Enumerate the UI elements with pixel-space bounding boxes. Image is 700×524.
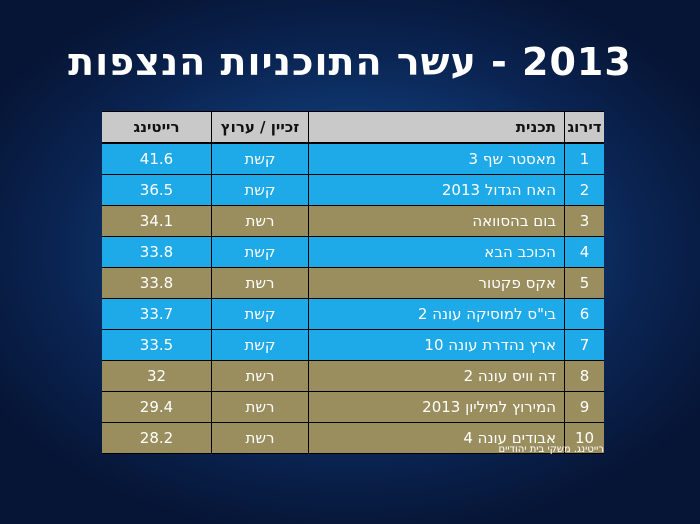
show-cell: בי"ס למוסיקה עונה 2 bbox=[308, 299, 564, 329]
table-row: 10 אבודים עונה 4 רשת 28.2 bbox=[102, 423, 604, 454]
show-cell: האח הגדול 2013 bbox=[308, 175, 564, 205]
show-cell: דה וויס עונה 2 bbox=[308, 361, 564, 391]
table-row: 8 דה וויס עונה 2 רשת 32 bbox=[102, 361, 604, 392]
header-channel: זכיין / ערוץ bbox=[211, 112, 308, 142]
channel-cell: קשת bbox=[211, 299, 308, 329]
show-cell: אבודים עונה 4 bbox=[308, 423, 564, 453]
rating-cell: 33.8 bbox=[139, 243, 174, 261]
channel-cell: קשת bbox=[211, 144, 308, 174]
rating-cell: 29.4 bbox=[139, 398, 174, 416]
rating-cell: 33.7 bbox=[139, 305, 174, 323]
rank-cell: 7 bbox=[564, 330, 604, 360]
footnote: רייטינג. משקי בית יהודיים bbox=[498, 444, 604, 455]
channel-cell: קשת bbox=[211, 330, 308, 360]
rank-cell: 5 bbox=[564, 268, 604, 298]
rating-cell: 41.6 bbox=[139, 150, 174, 168]
channel-cell: רשת bbox=[211, 423, 308, 453]
table-row: 7 ארץ נהדרת עונה 10 קשת 33.5 bbox=[102, 330, 604, 361]
rating-cell: 33.5 bbox=[139, 336, 174, 354]
table-row: 2 האח הגדול 2013 קשת 36.5 bbox=[102, 175, 604, 206]
table-row: 1 מאסטר שף 3 קשת 41.6 bbox=[102, 143, 604, 175]
rating-cell: 32 bbox=[146, 367, 167, 385]
rank-cell: 2 bbox=[564, 175, 604, 205]
header-show: תכנית bbox=[308, 112, 564, 142]
rating-cell: 33.8 bbox=[139, 274, 174, 292]
table-header-row: דירוג תכנית זכיין / ערוץ רייטינג bbox=[102, 111, 604, 143]
channel-cell: רשת bbox=[211, 361, 308, 391]
rank-cell: 4 bbox=[564, 237, 604, 267]
table-row: 9 המירוץ למיליון 2013 רשת 29.4 bbox=[102, 392, 604, 423]
table-row: 4 הכוכב הבא קשת 33.8 bbox=[102, 237, 604, 268]
show-cell: ארץ נהדרת עונה 10 bbox=[308, 330, 564, 360]
ratings-table: דירוג תכנית זכיין / ערוץ רייטינג 1 מאסטר … bbox=[102, 111, 604, 454]
header-rating: רייטינג bbox=[133, 118, 180, 136]
rank-cell: 10 bbox=[564, 423, 604, 453]
show-cell: מאסטר שף 3 bbox=[308, 144, 564, 174]
show-cell: בום בהסוואה bbox=[308, 206, 564, 236]
rank-cell: 8 bbox=[564, 361, 604, 391]
show-cell: הכוכב הבא bbox=[308, 237, 564, 267]
channel-cell: רשת bbox=[211, 392, 308, 422]
rating-cell: 34.1 bbox=[139, 212, 174, 230]
channel-cell: רשת bbox=[211, 206, 308, 236]
table-row: 6 בי"ס למוסיקה עונה 2 קשת 33.7 bbox=[102, 299, 604, 330]
rank-cell: 3 bbox=[564, 206, 604, 236]
rank-cell: 9 bbox=[564, 392, 604, 422]
channel-cell: קשת bbox=[211, 237, 308, 267]
channel-cell: רשת bbox=[211, 268, 308, 298]
table-row: 5 אקס פקטור רשת 33.8 bbox=[102, 268, 604, 299]
channel-cell: קשת bbox=[211, 175, 308, 205]
show-cell: אקס פקטור bbox=[308, 268, 564, 298]
table-row: 3 בום בהסוואה רשת 34.1 bbox=[102, 206, 604, 237]
rating-cell: 28.2 bbox=[139, 429, 174, 447]
rank-cell: 1 bbox=[564, 144, 604, 174]
page-title: 2013 - עשר התוכניות הנצפות bbox=[68, 40, 632, 84]
show-cell: המירוץ למיליון 2013 bbox=[308, 392, 564, 422]
rank-cell: 6 bbox=[564, 299, 604, 329]
header-rank: דירוג bbox=[564, 112, 604, 142]
rating-cell: 36.5 bbox=[139, 181, 174, 199]
